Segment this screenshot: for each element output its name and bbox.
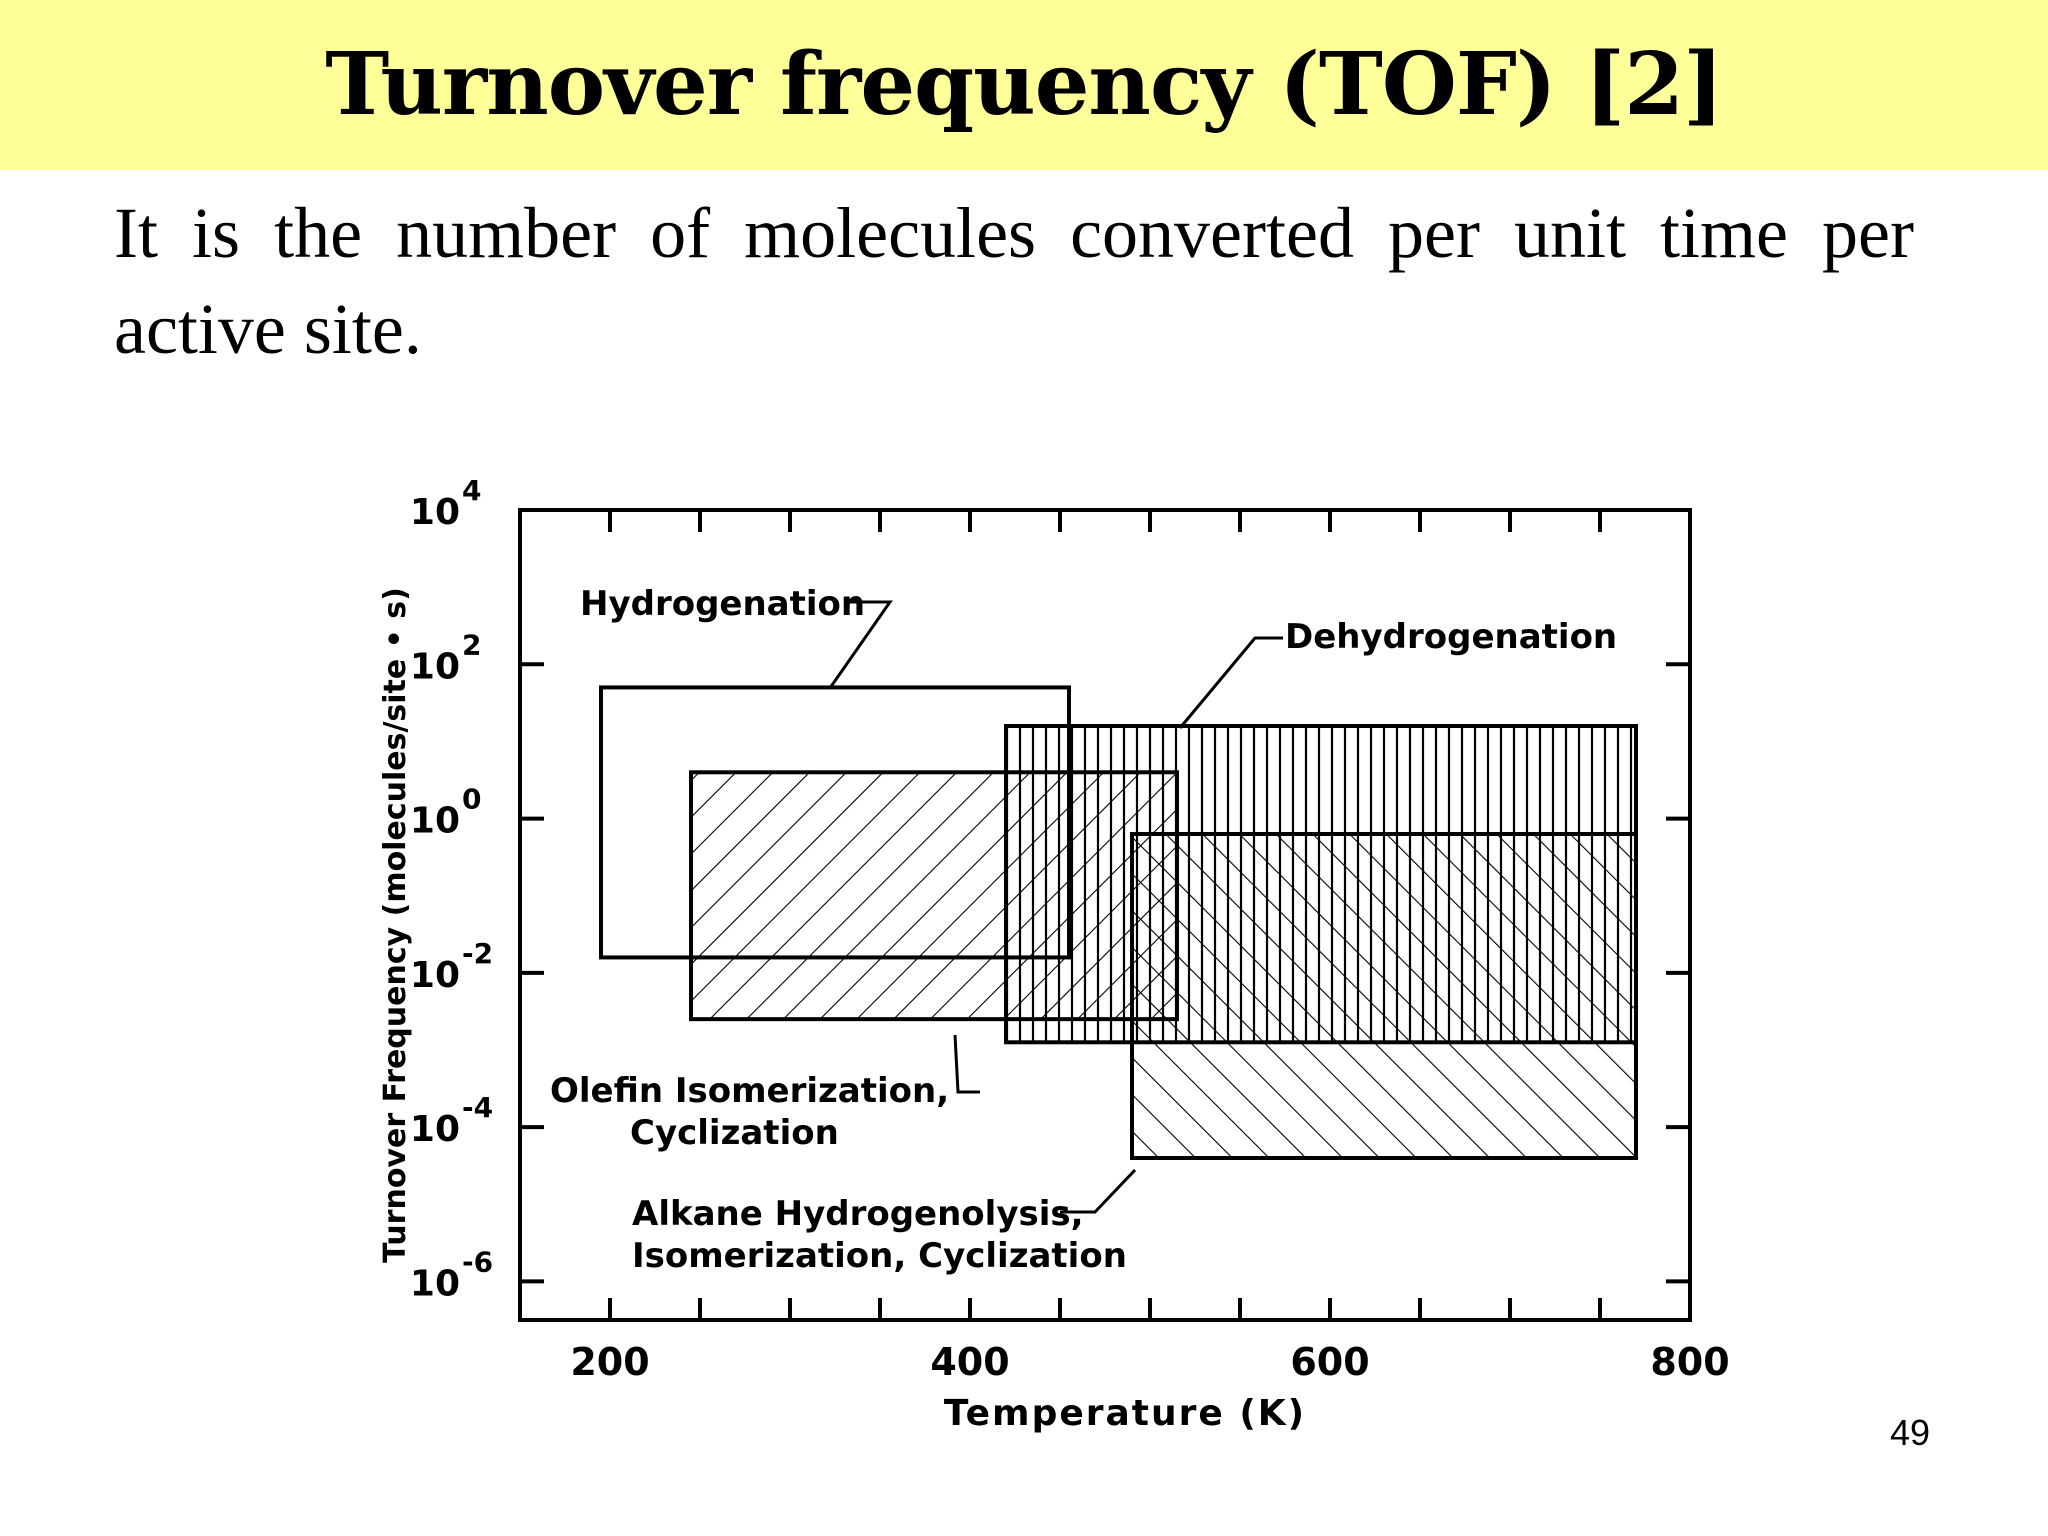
title-bar <box>0 0 2048 170</box>
y-axis-title: Turnover Frequency (molecules/site • s) <box>378 587 413 1263</box>
region-label-olefin-isomerization-cyclization: Olefin Isomerization, <box>550 1071 949 1111</box>
plot-frame <box>518 508 1692 1322</box>
slide-body-text: It is the number of molecules converted … <box>114 193 1914 369</box>
page-number: 49 <box>1889 1412 1931 1453</box>
y-tick-label-base: 10 <box>410 646 460 687</box>
y-tick-label-base: 10 <box>410 955 460 996</box>
y-tick-label-exponent: 2 <box>462 628 481 661</box>
leader-line-hydrogenation <box>828 600 893 689</box>
y-tick-label-base: 10 <box>410 801 460 842</box>
leader-line-alkane-hydrogenolysis-isomerization-cyclization <box>1060 1168 1137 1214</box>
x-axis-title: Temperature (K) <box>944 1393 1306 1434</box>
y-tick-label-base: 10 <box>410 492 460 533</box>
leader-line-olefin-isomerization-cyclization <box>953 1034 980 1094</box>
y-tick-label-exponent: -6 <box>462 1245 493 1278</box>
region-label-alkane-hydrogenolysis-isomerization-cyclization: Alkane Hydrogenolysis, <box>632 1194 1084 1234</box>
leader-line-dehydrogenation <box>1178 636 1283 729</box>
slide-title: Turnover frequency (TOF) [2] <box>325 34 1723 135</box>
y-tick-label-exponent: 0 <box>462 783 481 816</box>
region-alkane-hydrogenolysis-isomerization-cyclization <box>1130 832 1638 1160</box>
region-label-dehydrogenation: Dehydrogenation <box>1285 617 1617 657</box>
y-tick-label-exponent: -2 <box>462 937 493 970</box>
x-tick-label: 200 <box>570 1340 649 1384</box>
x-tick-label: 600 <box>1290 1340 1369 1384</box>
region-label-hydrogenation: Hydrogenation <box>580 584 865 624</box>
x-tick-label: 800 <box>1650 1340 1729 1384</box>
x-tick-label: 400 <box>930 1340 1009 1384</box>
region-label-alkane-hydrogenolysis-isomerization-cyclization: Isomerization, Cyclization <box>632 1236 1127 1276</box>
y-tick-label-base: 10 <box>410 1109 460 1150</box>
y-tick-label-exponent: -4 <box>462 1091 493 1124</box>
y-tick-label-exponent: 4 <box>462 474 481 507</box>
region-label-olefin-isomerization-cyclization: Cyclization <box>630 1113 839 1153</box>
y-tick-label-base: 10 <box>410 1263 460 1304</box>
